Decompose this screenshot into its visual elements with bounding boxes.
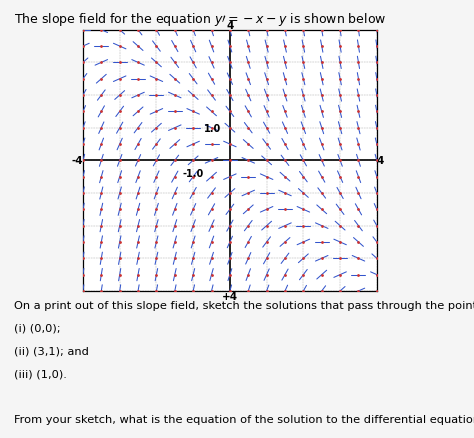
Text: The slope field for the equation $y\prime = -x - y$ is shown below: The slope field for the equation $y\prim… xyxy=(14,11,387,28)
Text: (i) (0,0);: (i) (0,0); xyxy=(14,323,61,333)
Text: On a print out of this slope field, sketch the solutions that pass through the p: On a print out of this slope field, sket… xyxy=(14,300,474,310)
Text: -4: -4 xyxy=(71,156,83,166)
Text: (ii) (3,1); and: (ii) (3,1); and xyxy=(14,346,89,356)
Text: +4: +4 xyxy=(222,291,238,301)
Text: -1.0: -1.0 xyxy=(182,169,204,179)
Text: 1.0: 1.0 xyxy=(203,124,221,134)
Text: 4: 4 xyxy=(226,21,234,31)
Text: 4: 4 xyxy=(377,156,384,166)
Text: that passes through (1,0)? (Verify that your solution is correct by substituting: that passes through (1,0)? (Verify that … xyxy=(14,437,474,438)
Text: From your sketch, what is the equation of the solution to the differential equat: From your sketch, what is the equation o… xyxy=(14,414,474,424)
Text: (iii) (1,0).: (iii) (1,0). xyxy=(14,368,67,378)
